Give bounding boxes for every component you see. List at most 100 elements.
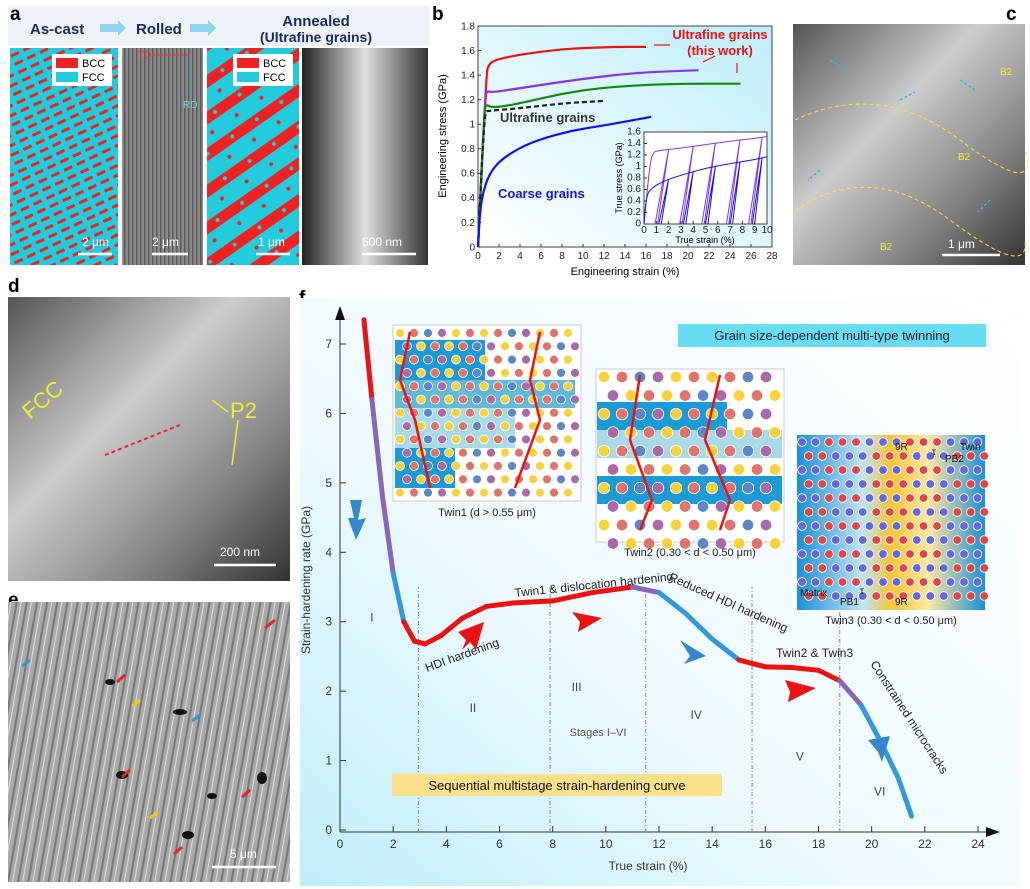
atom (451, 354, 461, 365)
atom (678, 389, 692, 402)
atom (479, 328, 489, 338)
atom (500, 341, 510, 352)
atom (542, 368, 552, 378)
atom (817, 451, 827, 461)
y-tick-label: 0.4 (627, 195, 641, 206)
atom (430, 447, 440, 458)
atom (642, 426, 656, 439)
y-tick-label: 6 (325, 406, 332, 420)
y-tick-label: 1.2 (461, 95, 475, 106)
atom (837, 577, 848, 587)
atom (878, 521, 888, 531)
atom (669, 481, 683, 495)
x-tick-label: 2 (390, 837, 397, 851)
x-tick-label: 12 (598, 251, 610, 262)
atom (925, 591, 935, 601)
atom (642, 463, 656, 476)
atom (472, 474, 482, 485)
twin1-inset: Twin1 (d > 0.55 μm) (392, 324, 582, 519)
atom (939, 479, 949, 489)
atom (979, 535, 989, 545)
atom (514, 368, 524, 378)
atom (732, 389, 746, 402)
atom (409, 434, 419, 445)
y-tick-label: 1.4 (627, 138, 641, 149)
atom (864, 493, 875, 503)
unload-reload-loop (705, 166, 716, 225)
atom (423, 434, 433, 445)
atom (493, 328, 503, 338)
x-tick-label: 8 (549, 837, 556, 851)
y-tick-label: 1 (325, 754, 332, 768)
y-tick-label: 0.8 (461, 144, 475, 155)
x-tick-label: 12 (652, 837, 666, 851)
atom (844, 507, 854, 517)
atom (514, 447, 524, 458)
chart-f-ylabel: Strain-hardening rate (GPa) (299, 506, 313, 654)
atom (905, 465, 915, 475)
atom (858, 451, 868, 461)
atom (465, 328, 475, 338)
arrow-right-icon (190, 20, 216, 36)
panel-d: d FCC P2 200 nm (8, 276, 290, 581)
atom (918, 493, 929, 503)
atom (810, 521, 821, 531)
phase-legend: BCC FCC BCC FCC (52, 54, 293, 86)
y-tick-label: 0.2 (627, 207, 641, 218)
atom (444, 421, 454, 431)
atom (817, 507, 827, 517)
atom (451, 434, 461, 445)
atom (979, 479, 989, 489)
atom (705, 518, 719, 532)
atom (597, 444, 611, 458)
atom (624, 463, 638, 476)
atom (479, 381, 489, 392)
atom (871, 507, 881, 517)
atom (563, 407, 573, 418)
atom (885, 507, 895, 517)
scalebar-label: 500 nm (362, 235, 402, 249)
atom (925, 535, 935, 545)
legend-bcc: BCC (82, 58, 105, 70)
atom (945, 521, 956, 531)
atom (768, 463, 782, 476)
atom (741, 370, 755, 384)
panel-a-header (8, 6, 430, 46)
atom (912, 591, 922, 601)
title-box (678, 324, 986, 347)
atom (437, 487, 447, 498)
twin2-caption: Twin2 (0.30 < d < 0.50 μm) (624, 547, 756, 559)
atom (687, 444, 701, 458)
atom (409, 381, 419, 392)
atom (810, 549, 821, 559)
atom (542, 421, 552, 431)
atom (458, 474, 468, 485)
strain-hardening-curve-segment (510, 598, 556, 606)
atom (549, 461, 559, 471)
atom (759, 518, 773, 532)
x-tick-label: 6 (538, 251, 544, 262)
annotation-this-work: (this work) (687, 43, 753, 58)
atom (885, 451, 895, 461)
atom (615, 481, 629, 495)
atom (750, 426, 764, 439)
atom (804, 563, 814, 573)
atom (535, 487, 545, 498)
atom (669, 370, 683, 384)
unload-reload-loop (701, 143, 716, 225)
x-tick-label: 20 (682, 251, 694, 262)
atom (395, 407, 405, 418)
atom (423, 381, 433, 392)
x-tick-label: 2 (496, 251, 502, 262)
atom (570, 368, 580, 378)
atom (416, 368, 426, 378)
x-tick-label: 18 (812, 837, 826, 851)
label-tau: τ (860, 586, 864, 597)
x-tick-label: 22 (918, 837, 932, 851)
atom (430, 421, 440, 431)
atom (824, 549, 834, 559)
atom (945, 577, 956, 587)
atom (500, 394, 510, 405)
atom (542, 394, 552, 405)
annotation-ultrafine-this-work: Ultrafine grains (672, 27, 767, 42)
